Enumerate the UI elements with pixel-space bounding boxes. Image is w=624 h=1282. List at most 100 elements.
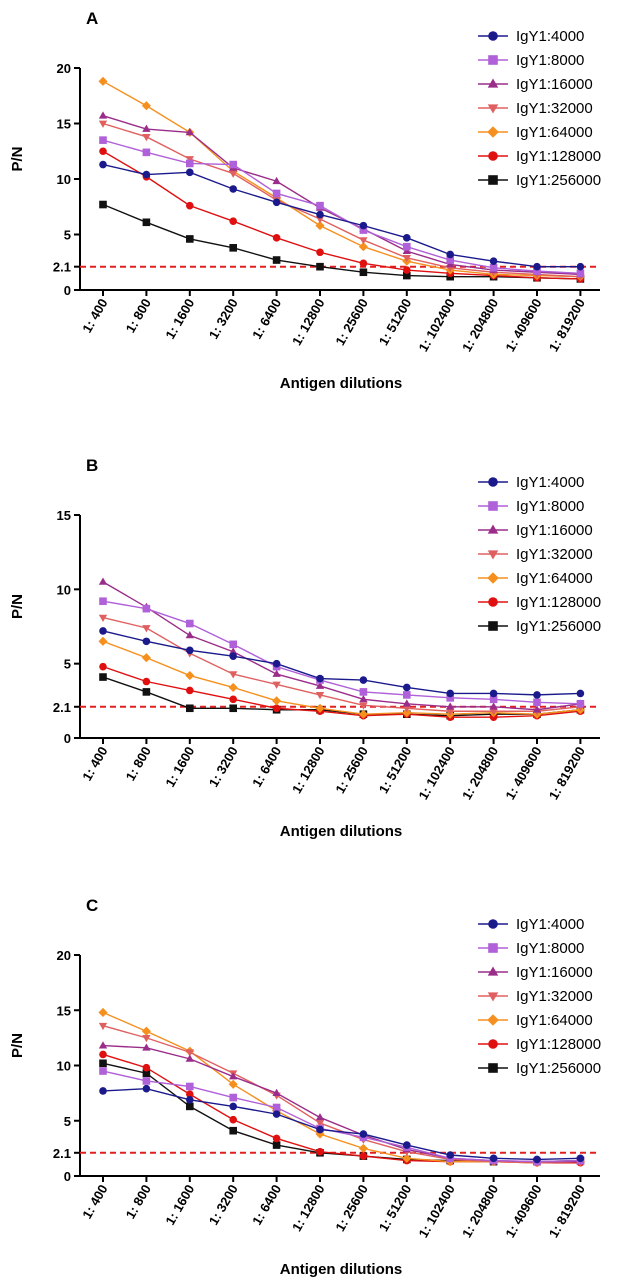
- data-point-igy1-32000: [272, 681, 281, 689]
- y-tick-label: 2.1: [53, 260, 71, 275]
- x-tick-label: 1: 409600: [502, 744, 544, 802]
- data-point-igy1-8000: [446, 694, 454, 702]
- data-point-igy1-8000: [229, 160, 237, 169]
- data-point-igy1-4000: [316, 210, 324, 219]
- y-axis-label: P/N: [9, 594, 26, 619]
- series-line-igy1-64000: [102, 1011, 581, 1164]
- legend-marker-igy1-64000: [487, 572, 499, 584]
- y-axis-label: P/N: [9, 1033, 26, 1058]
- data-point-igy1-4000: [142, 1084, 151, 1093]
- legend-marker-igy1-256000: [488, 175, 498, 185]
- x-tick-label: 1: 800: [123, 744, 154, 783]
- data-point-igy1-4000: [186, 646, 194, 655]
- data-point-igy1-128000: [229, 695, 237, 704]
- data-point-igy1-4000: [142, 170, 151, 179]
- data-point-igy1-16000: [315, 681, 325, 689]
- data-point-igy1-16000: [315, 1113, 325, 1121]
- series-line-igy1-256000: [102, 203, 581, 280]
- data-point-igy1-4000: [576, 1154, 585, 1163]
- data-point-igy1-128000: [142, 1063, 151, 1072]
- data-point-igy1-8000: [489, 264, 498, 272]
- data-point-igy1-4000: [533, 262, 541, 271]
- data-point-igy1-64000: [358, 709, 368, 719]
- data-point-igy1-8000: [99, 1067, 107, 1075]
- data-point-igy1-4000: [229, 1102, 237, 1111]
- data-point-igy1-256000: [142, 688, 151, 696]
- legend-label: IgY1:128000: [516, 594, 601, 611]
- data-point-igy1-64000: [141, 653, 151, 663]
- legend-marker-igy1-64000: [487, 126, 499, 138]
- data-point-igy1-4000: [142, 637, 151, 646]
- data-point-igy1-32000: [359, 237, 368, 245]
- data-point-igy1-4000: [576, 262, 585, 271]
- data-point-igy1-32000: [142, 133, 151, 142]
- series-line-igy1-4000: [102, 630, 581, 696]
- data-point-igy1-4000: [99, 1087, 107, 1095]
- data-point-igy1-32000: [446, 708, 455, 716]
- data-point-igy1-16000: [229, 1072, 238, 1080]
- data-point-igy1-128000: [99, 147, 107, 156]
- series-line-igy1-8000: [102, 1070, 581, 1163]
- series-line-igy1-256000: [102, 676, 581, 717]
- legend-label: IgY1:64000: [516, 124, 593, 141]
- x-tick-label: 1: 400: [79, 1182, 110, 1221]
- legend-marker-igy1-128000: [488, 151, 498, 161]
- series-line-igy1-8000: [102, 139, 581, 275]
- data-point-igy1-4000: [359, 676, 368, 684]
- data-point-igy1-256000: [229, 704, 237, 713]
- data-point-igy1-16000: [272, 176, 281, 185]
- data-point-igy1-128000: [316, 1147, 324, 1156]
- series-line-igy1-32000: [102, 616, 581, 712]
- series-line-igy1-8000: [102, 600, 581, 705]
- data-point-igy1-256000: [403, 271, 411, 280]
- data-point-igy1-128000: [229, 217, 237, 225]
- data-point-igy1-16000: [489, 702, 498, 710]
- x-tick-label: 1: 51200: [376, 744, 415, 796]
- legend-label: IgY1:16000: [516, 76, 593, 93]
- data-point-igy1-4000: [316, 674, 324, 683]
- legend-marker-igy1-4000: [488, 919, 498, 929]
- data-point-igy1-8000: [229, 1093, 237, 1102]
- legend-label: IgY1:16000: [516, 522, 593, 539]
- data-point-igy1-4000: [272, 1110, 281, 1118]
- data-point-igy1-8000: [99, 136, 107, 144]
- legend-label: IgY1:32000: [516, 988, 593, 1005]
- data-point-igy1-32000: [229, 170, 238, 178]
- data-point-igy1-128000: [272, 1134, 281, 1143]
- x-tick-label: 1: 819200: [546, 296, 588, 354]
- data-point-igy1-128000: [186, 1090, 194, 1099]
- data-point-igy1-128000: [186, 201, 194, 210]
- data-point-igy1-256000: [272, 256, 281, 264]
- series-line-igy1-256000: [102, 1062, 581, 1163]
- data-point-igy1-4000: [316, 1125, 324, 1134]
- data-point-igy1-64000: [141, 1026, 151, 1036]
- data-point-igy1-16000: [142, 124, 151, 132]
- legend-label: IgY1:16000: [516, 964, 593, 981]
- y-tick-label: 15: [57, 1003, 71, 1018]
- legend-marker-igy1-128000: [488, 1039, 498, 1049]
- legend-label: IgY1:128000: [516, 148, 601, 165]
- data-point-igy1-128000: [272, 704, 281, 713]
- y-tick-label: 0: [64, 283, 71, 298]
- data-point-igy1-4000: [489, 1154, 498, 1163]
- series-group: [98, 577, 585, 721]
- legend-label: IgY1:8000: [516, 940, 584, 957]
- data-point-igy1-32000: [315, 216, 325, 224]
- legend-marker-igy1-32000: [487, 550, 499, 560]
- x-tick-label: 1: 400: [79, 744, 110, 783]
- y-tick-label: 10: [57, 172, 71, 187]
- legend-marker-igy1-16000: [487, 78, 499, 88]
- x-tick-label: 1: 204800: [459, 1182, 501, 1240]
- data-point-igy1-8000: [142, 1077, 151, 1085]
- data-point-igy1-4000: [186, 168, 194, 177]
- y-tick-label: 15: [57, 117, 71, 132]
- data-point-igy1-32000: [315, 1120, 325, 1128]
- series-line-igy1-128000: [102, 150, 581, 280]
- x-tick-label: 1: 51200: [376, 296, 415, 348]
- legend-marker-igy1-32000: [487, 104, 499, 114]
- y-tick-label: 2.1: [53, 700, 71, 715]
- x-tick-label: 1: 409600: [502, 296, 544, 354]
- x-tick-label: 1: 102400: [416, 1182, 458, 1240]
- data-point-igy1-16000: [185, 631, 194, 639]
- data-point-igy1-64000: [402, 708, 412, 718]
